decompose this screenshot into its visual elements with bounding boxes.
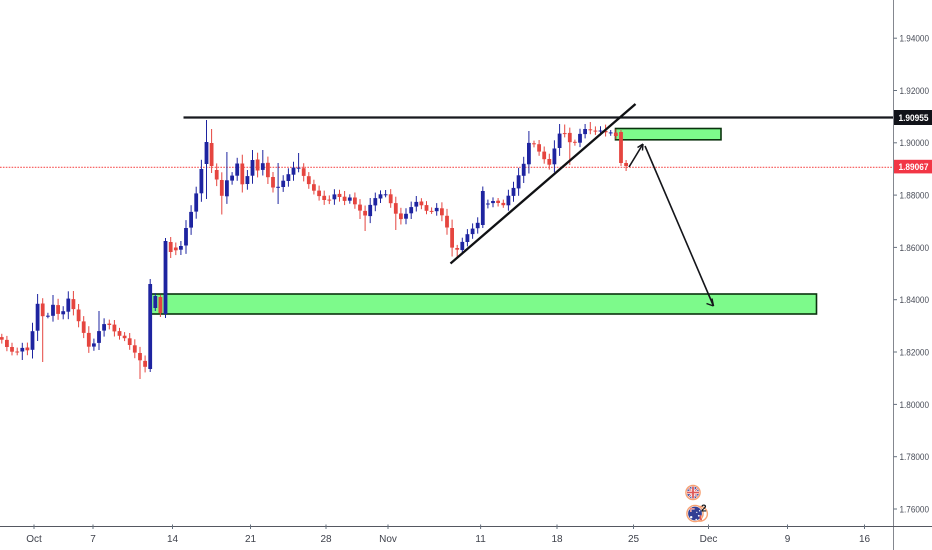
svg-text:16: 16 xyxy=(859,534,871,545)
svg-text:1.92000: 1.92000 xyxy=(900,86,930,96)
svg-text:9: 9 xyxy=(785,534,791,545)
svg-text:1.90955: 1.90955 xyxy=(899,113,929,123)
svg-text:18: 18 xyxy=(551,534,563,545)
svg-text:2: 2 xyxy=(701,504,707,515)
svg-text:25: 25 xyxy=(628,534,640,545)
svg-text:1.76000: 1.76000 xyxy=(900,504,930,514)
svg-text:7: 7 xyxy=(90,534,96,545)
svg-text:11: 11 xyxy=(475,534,486,545)
svg-text:14: 14 xyxy=(167,534,179,545)
svg-text:1.78000: 1.78000 xyxy=(900,452,930,462)
svg-text:28: 28 xyxy=(320,534,332,545)
svg-text:Dec: Dec xyxy=(700,534,718,545)
svg-text:1.89067: 1.89067 xyxy=(899,162,929,172)
svg-text:1.90000: 1.90000 xyxy=(900,138,930,148)
svg-text:21: 21 xyxy=(245,534,257,545)
svg-text:Oct: Oct xyxy=(26,534,42,545)
svg-text:1.80000: 1.80000 xyxy=(900,400,930,410)
svg-text:1.84000: 1.84000 xyxy=(900,295,930,305)
svg-text:1.88000: 1.88000 xyxy=(900,191,930,201)
svg-text:1.86000: 1.86000 xyxy=(900,243,930,253)
svg-text:Nov: Nov xyxy=(379,534,397,545)
svg-text:1.94000: 1.94000 xyxy=(900,34,930,44)
svg-text:1.82000: 1.82000 xyxy=(900,347,930,357)
